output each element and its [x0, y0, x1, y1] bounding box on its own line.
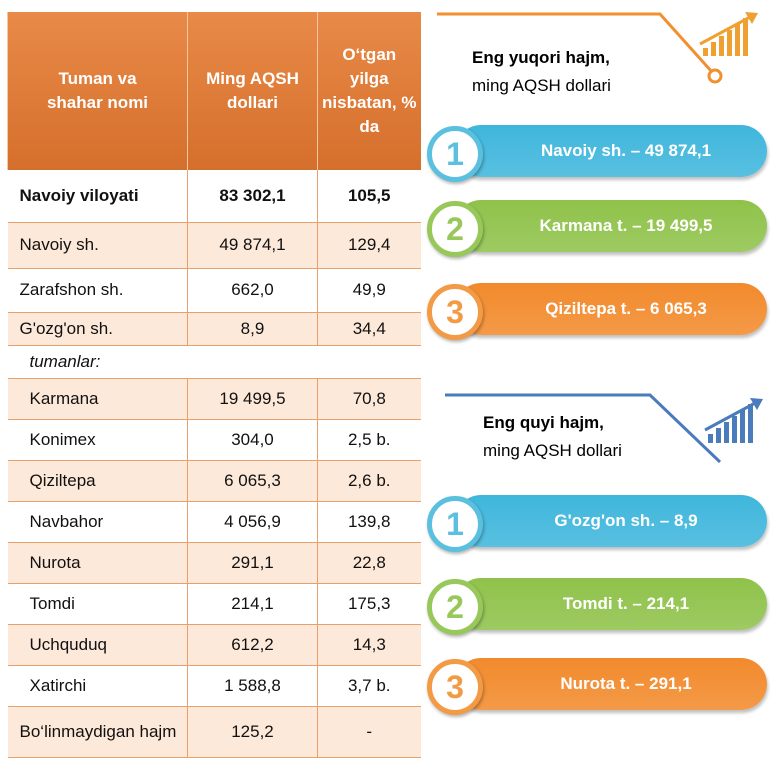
table-row: Konimex 304,0 2,5 b. — [7, 419, 421, 461]
panel-subtitle: ming AQSH dollari — [472, 76, 611, 95]
table-cell: Qiziltepa — [7, 460, 188, 502]
table-cell: Nurota — [7, 542, 188, 584]
table-cell: - — [317, 706, 421, 758]
table-row: Nurota 291,1 22,8 — [7, 542, 421, 584]
panel-title: Eng quyi hajm, — [483, 413, 604, 432]
trend-line — [437, 12, 714, 74]
table-cell: G'ozg'on sh. — [7, 312, 188, 346]
table-cell: 304,0 — [187, 419, 318, 461]
table-row: Tomdi 214,1 175,3 — [7, 583, 421, 625]
table-cell: Bo‘linmaydigan hajm — [7, 706, 188, 758]
table-cell: 70,8 — [317, 378, 421, 420]
table-cell: 4 056,9 — [187, 501, 318, 543]
table-row: Karmana 19 499,5 70,8 — [7, 378, 421, 420]
table-row: tumanlar: — [7, 345, 421, 379]
table-cell: 662,0 — [187, 268, 318, 313]
bars-icon — [708, 404, 753, 443]
trend-line — [445, 393, 722, 464]
table-cell: 291,1 — [187, 542, 318, 584]
table-cell: Karmana — [7, 378, 188, 420]
rank-pill: Qiziltepa t. – 6 065,3 — [455, 283, 767, 335]
rank-badge: 3 — [427, 284, 483, 340]
table-cell: 612,2 — [187, 624, 318, 666]
table-cell: 19 499,5 — [187, 378, 318, 420]
table-cell: Tomdi — [7, 583, 188, 625]
table-cell: 2,5 b. — [317, 419, 421, 461]
table-cell: 8,9 — [187, 312, 318, 346]
table-cell: Uchquduq — [7, 624, 188, 666]
table-cell: 14,3 — [317, 624, 421, 666]
table-cell: 129,4 — [317, 222, 421, 269]
table-cell: 6 065,3 — [187, 460, 318, 502]
table-row: Bo‘linmaydigan hajm 125,2- — [7, 706, 421, 758]
rank-pill: Karmana t. – 19 499,5 — [455, 200, 767, 252]
table-cell: 22,8 — [317, 542, 421, 584]
rank-badge: 2 — [427, 579, 483, 635]
section-label: tumanlar: — [7, 345, 421, 379]
header-row: Tuman va shahar nomi Ming AQSH dollari O‘t… — [7, 12, 421, 170]
rank-pill: G'ozg'on sh. – 8,9 — [455, 495, 767, 547]
rank-pill: Nurota t. – 291,1 — [455, 658, 767, 710]
table-cell: 125,2 — [187, 706, 318, 758]
table-row: Qiziltepa 6 065,3 2,6 b. — [7, 460, 421, 502]
rank-pill: Tomdi t. – 214,1 — [455, 578, 767, 630]
table-cell: 49,9 — [317, 268, 421, 313]
table-cell: Navbahor — [7, 501, 188, 543]
table-cell: 83 302,1 — [187, 170, 318, 223]
table-row: Navoiy viloyati 83 302,1 105,5 — [7, 170, 421, 223]
table-cell: 3,7 b. — [317, 665, 421, 707]
rank-pill: Navoiy sh. – 49 874,1 — [455, 125, 767, 177]
rank-badge: 1 — [427, 126, 483, 182]
panel-subtitle: ming AQSH dollari — [483, 441, 622, 460]
table-cell: 49 874,1 — [187, 222, 318, 269]
table-cell: Navoiy viloyati — [7, 170, 188, 223]
trend-dot — [707, 68, 723, 84]
header-cell: Tuman va shahar nomi — [7, 12, 188, 170]
rank-badge: 2 — [427, 201, 483, 257]
rank-badge: 3 — [427, 659, 483, 715]
panel-title: Eng yuqori hajm, — [472, 48, 610, 67]
table-row: Xatirchi 1 588,8 3,7 b. — [7, 665, 421, 707]
data-table: Tuman va shahar nomi Ming AQSH dollari O‘t… — [7, 12, 421, 758]
table-cell: Navoiy sh. — [7, 222, 188, 269]
table-cell: 34,4 — [317, 312, 421, 346]
table-row: Uchquduq 612,2 14,3 — [7, 624, 421, 666]
table-cell: 105,5 — [317, 170, 421, 223]
table-cell: Zarafshon sh. — [7, 268, 188, 313]
header-cell: O‘tgan yilga nisbatan, % da — [317, 12, 421, 170]
rank-badge: 1 — [427, 496, 483, 552]
table-cell: Konimex — [7, 419, 188, 461]
table-cell: Xatirchi — [7, 665, 188, 707]
bars-icon — [703, 18, 748, 56]
table-cell: 139,8 — [317, 501, 421, 543]
table-cell: 214,1 — [187, 583, 318, 625]
table-row: G'ozg'on sh. 8,9 34,4 — [7, 312, 421, 346]
header-cell: Ming AQSH dollari — [187, 12, 318, 170]
table-cell: 2,6 b. — [317, 460, 421, 502]
table-cell: 175,3 — [317, 583, 421, 625]
table-row: Navoiy sh. 49 874,1 129,4 — [7, 222, 421, 269]
table-row: Zarafshon sh. 662,0 49,9 — [7, 268, 421, 313]
table-cell: 1 588,8 — [187, 665, 318, 707]
table-row: Navbahor 4 056,9 139,8 — [7, 501, 421, 543]
